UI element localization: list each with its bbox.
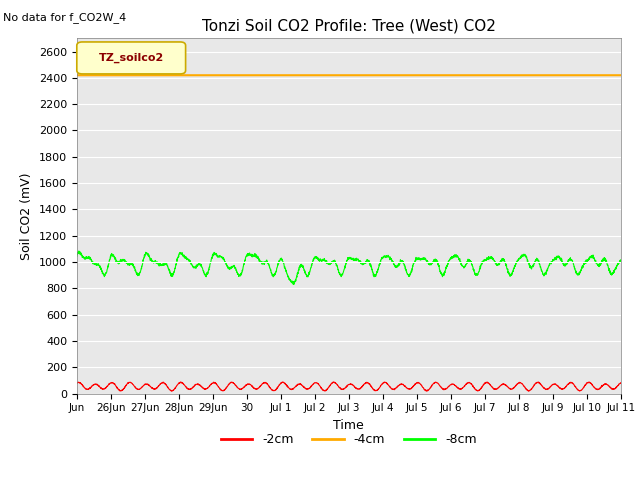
Text: TZ_soilco2: TZ_soilco2 (99, 53, 164, 63)
Title: Tonzi Soil CO2 Profile: Tree (West) CO2: Tonzi Soil CO2 Profile: Tree (West) CO2 (202, 18, 496, 33)
Text: No data for f_CO2W_4: No data for f_CO2W_4 (3, 12, 127, 23)
Y-axis label: Soil CO2 (mV): Soil CO2 (mV) (20, 172, 33, 260)
X-axis label: Time: Time (333, 419, 364, 432)
Legend: -2cm, -4cm, -8cm: -2cm, -4cm, -8cm (216, 428, 482, 451)
FancyBboxPatch shape (77, 42, 186, 74)
